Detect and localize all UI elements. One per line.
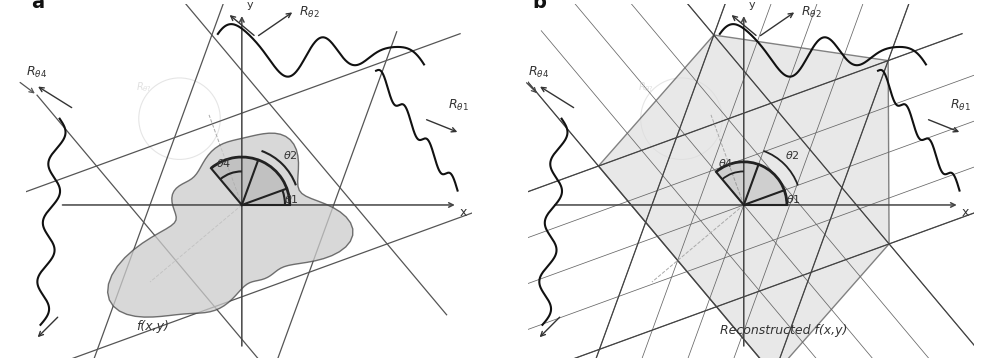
Text: $\theta2$: $\theta2$: [283, 149, 298, 161]
Polygon shape: [598, 35, 889, 362]
Polygon shape: [108, 133, 353, 317]
Text: $R_{\theta?}$: $R_{\theta?}$: [638, 80, 654, 94]
Text: $\theta2$: $\theta2$: [785, 149, 800, 161]
Text: $R_{\theta2}$: $R_{\theta2}$: [801, 5, 822, 20]
Text: b: b: [533, 0, 547, 12]
Polygon shape: [211, 157, 290, 205]
Text: $R_{\theta1}$: $R_{\theta1}$: [950, 98, 971, 113]
Text: $R_{\theta4}$: $R_{\theta4}$: [26, 64, 47, 80]
Text: $R_{\theta2}$: $R_{\theta2}$: [299, 5, 320, 20]
Text: $\theta1$: $\theta1$: [786, 193, 801, 205]
Text: y: y: [247, 0, 253, 10]
Text: Reconstructed f(x,y): Reconstructed f(x,y): [720, 324, 847, 337]
Polygon shape: [716, 162, 787, 205]
Text: x: x: [962, 206, 969, 219]
Text: f(x,y): f(x,y): [136, 320, 169, 333]
Text: $R_{\theta4}$: $R_{\theta4}$: [528, 64, 549, 80]
Text: x: x: [460, 206, 467, 219]
Text: y: y: [749, 0, 755, 10]
Text: $\theta1$: $\theta1$: [284, 193, 299, 205]
Text: $R_{\theta1}$: $R_{\theta1}$: [448, 98, 469, 113]
Text: a: a: [31, 0, 44, 12]
Text: $\theta4$: $\theta4$: [216, 157, 231, 169]
Text: $R_{\theta?}$: $R_{\theta?}$: [136, 80, 152, 94]
Text: $\theta4$: $\theta4$: [718, 157, 733, 169]
